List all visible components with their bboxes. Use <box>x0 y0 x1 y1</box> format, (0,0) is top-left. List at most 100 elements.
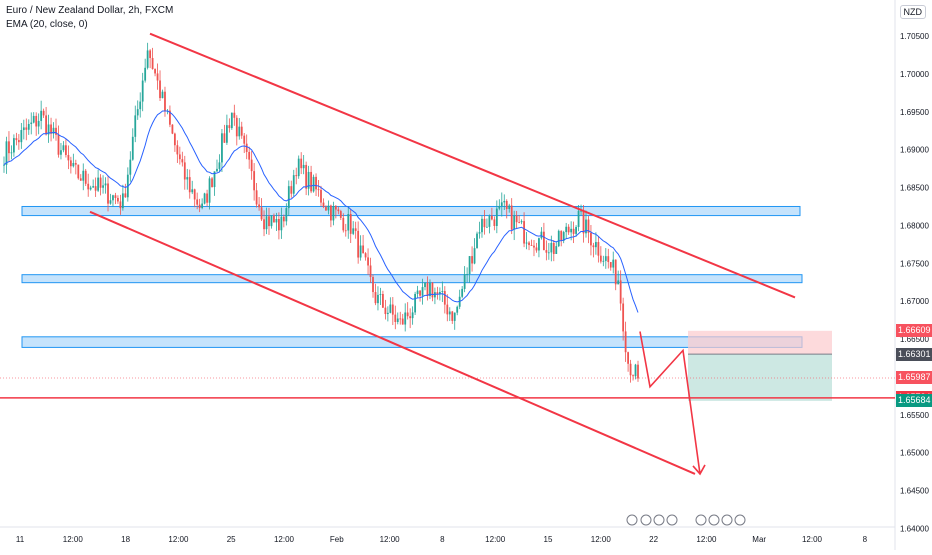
candle <box>560 230 563 247</box>
candle-body <box>149 50 152 59</box>
candle-body <box>354 228 357 231</box>
candle-body <box>528 242 530 246</box>
candle-body <box>599 255 602 262</box>
candle <box>20 122 23 149</box>
currency-badge[interactable]: NZD <box>899 5 926 19</box>
candle <box>490 207 493 221</box>
candle-body <box>146 50 149 68</box>
candle <box>441 281 444 303</box>
candle-body <box>359 245 362 258</box>
candle-body <box>310 171 312 192</box>
ema-line <box>3 110 639 313</box>
candle-body <box>570 228 573 233</box>
candle <box>10 145 13 160</box>
candle-body <box>268 216 270 227</box>
candle-body <box>515 215 518 223</box>
candle-body <box>349 214 352 234</box>
candle-body <box>171 124 174 134</box>
candle-body <box>10 152 13 154</box>
candle-body <box>419 290 421 296</box>
candle-body <box>92 186 95 188</box>
candle <box>87 173 90 197</box>
candle <box>305 161 308 196</box>
candle <box>37 113 40 135</box>
candle <box>117 195 119 204</box>
candle-body <box>483 218 486 228</box>
candle <box>590 224 592 256</box>
candle <box>567 224 570 235</box>
candle-body <box>377 294 379 304</box>
candle-body <box>22 127 25 131</box>
candle-body <box>431 282 434 298</box>
candle <box>312 174 315 193</box>
candle <box>604 248 607 269</box>
candle <box>310 165 312 194</box>
candle <box>513 210 516 241</box>
candle-body <box>409 316 412 319</box>
candle-body <box>488 215 491 227</box>
candle-body <box>243 135 246 144</box>
candle-body <box>181 159 184 163</box>
price-label: 1.66301 <box>896 347 932 361</box>
candle-body <box>436 292 439 294</box>
candle <box>216 159 218 172</box>
candle-body <box>240 126 243 136</box>
candle <box>8 131 10 162</box>
candle-body <box>27 123 30 130</box>
candle-body <box>426 282 429 297</box>
candle <box>362 234 365 254</box>
candle <box>575 225 577 237</box>
candle <box>384 299 387 320</box>
candle <box>45 106 48 136</box>
event-marker-icon <box>653 514 665 526</box>
candle <box>396 312 399 325</box>
candle <box>206 189 208 207</box>
candle-body <box>597 242 600 256</box>
candle <box>448 307 451 322</box>
candle <box>599 246 602 264</box>
candle <box>154 68 156 77</box>
candle-body <box>134 115 137 137</box>
candle <box>97 169 100 193</box>
candle <box>592 242 595 258</box>
candle-body <box>542 231 545 251</box>
candle <box>498 199 501 211</box>
candle-body <box>285 208 288 222</box>
candle-body <box>463 274 466 289</box>
candles <box>3 42 639 383</box>
candle <box>146 42 149 70</box>
candle <box>62 141 65 153</box>
candle-body <box>394 314 397 322</box>
candle <box>307 165 310 196</box>
candle-body <box>500 202 503 206</box>
event-marker-icon <box>695 514 707 526</box>
candle-body <box>401 318 404 325</box>
candle-body <box>448 311 451 315</box>
candle <box>540 227 543 240</box>
candle <box>42 108 45 118</box>
candle-body <box>208 178 211 203</box>
candle <box>344 223 347 237</box>
candle-body <box>30 122 33 124</box>
candle <box>208 176 211 210</box>
candle-body <box>513 215 516 230</box>
candle-body <box>57 134 60 155</box>
candle <box>597 236 600 263</box>
candle <box>458 289 461 310</box>
candle-body <box>159 80 161 99</box>
candle <box>354 221 357 239</box>
candle-body <box>421 287 424 296</box>
candle-body <box>225 125 228 143</box>
x-tick-label: 8 <box>440 535 445 544</box>
candle-body <box>169 110 171 125</box>
candle <box>468 255 471 283</box>
candle-body <box>510 205 513 230</box>
y-tick-label: 1.66500 <box>900 335 929 344</box>
candle <box>562 230 565 244</box>
y-tick-label: 1.70000 <box>900 70 929 79</box>
candle-body <box>35 115 38 127</box>
candle-body <box>471 256 473 264</box>
candle <box>612 251 615 274</box>
